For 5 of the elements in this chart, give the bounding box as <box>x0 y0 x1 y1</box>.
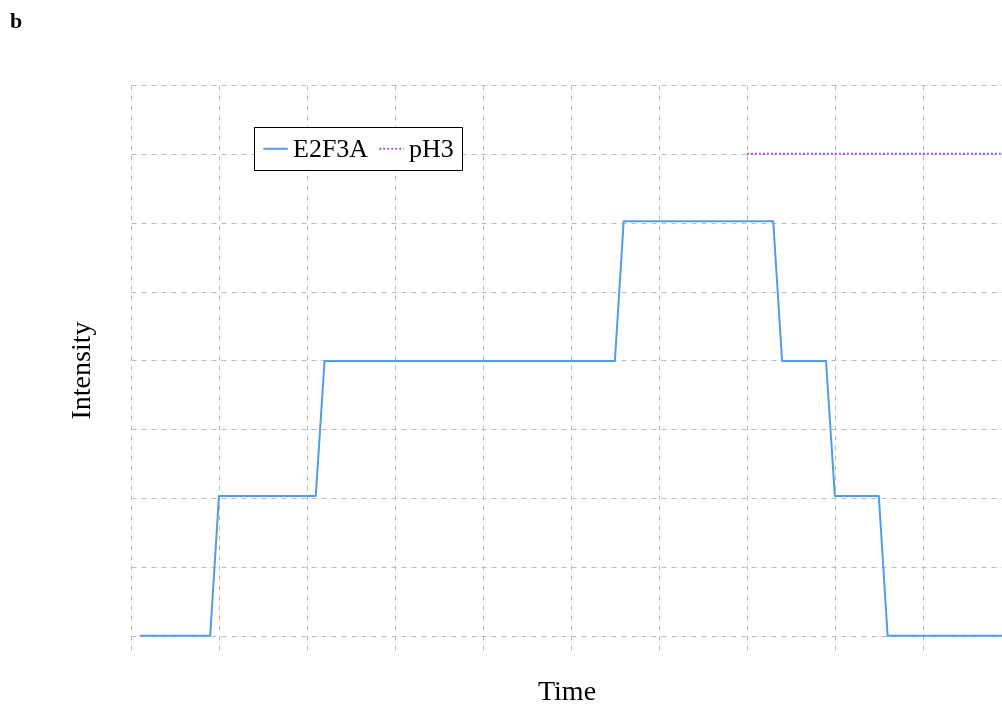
x-axis-title: Time <box>537 674 597 706</box>
legend-label: pH3 <box>409 133 454 163</box>
chart-title: b <box>10 8 23 33</box>
y-axis-title: Intensity <box>64 321 96 420</box>
legend-label: E2F3A <box>293 133 369 163</box>
